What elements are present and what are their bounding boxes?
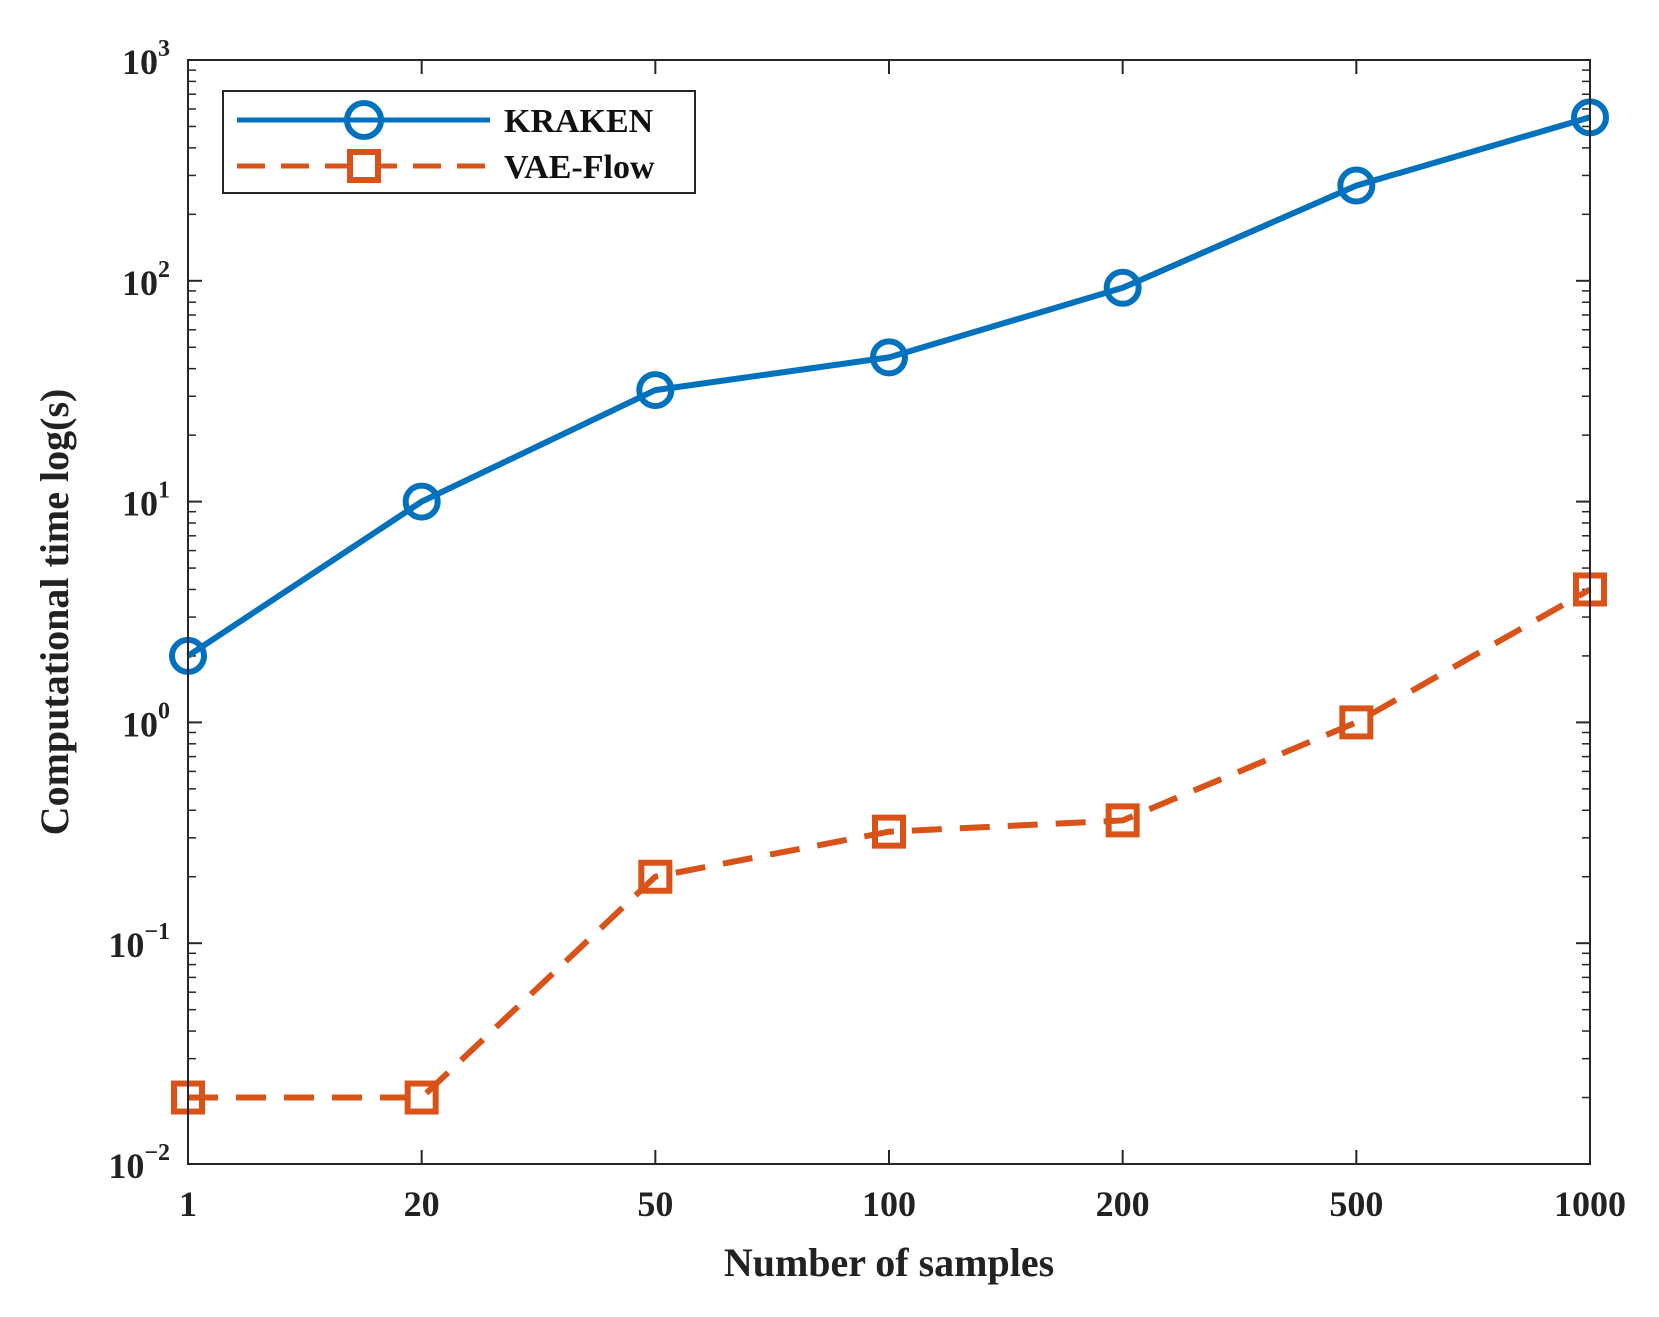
series-line-vae-flow xyxy=(188,586,1592,1101)
y-tick-exponent: 3 xyxy=(158,36,170,62)
legend-marker-kraken xyxy=(344,100,384,140)
x-tick-label: 1000 xyxy=(1554,1184,1626,1224)
legend-label-kraken: KRAKEN xyxy=(504,103,654,140)
y-tick-exponent: 0 xyxy=(158,698,170,724)
y-tick-exponent: 2 xyxy=(158,257,170,283)
x-tick-label: 50 xyxy=(637,1184,673,1224)
y-tick-exponent: −2 xyxy=(144,1140,170,1166)
data-point-kraken xyxy=(1103,268,1142,307)
y-tick-exponent: 1 xyxy=(158,478,170,504)
y-tick-label: 10−2 xyxy=(108,1140,170,1186)
legend-marker-vae-flow xyxy=(347,149,381,183)
x-tick-label: 500 xyxy=(1329,1184,1383,1224)
x-tick-labels: 1 20 50 100 200 500 1000 xyxy=(179,1184,1626,1224)
data-point-vae-flow xyxy=(872,814,906,849)
x-tick-label: 1 xyxy=(179,1184,197,1224)
x-tick-label: 100 xyxy=(862,1184,916,1224)
y-tick-label: 101 xyxy=(122,478,170,524)
y-tick-exponent: −1 xyxy=(144,919,170,945)
data-point-kraken xyxy=(870,338,908,377)
x-tick-label: 20 xyxy=(404,1184,440,1224)
data-point-kraken xyxy=(1337,166,1376,205)
data-point-vae-flow xyxy=(638,859,673,894)
data-point-vae-flow xyxy=(1105,803,1140,838)
series-lines xyxy=(186,114,1592,1101)
legend: KRAKEN VAE-Flow xyxy=(222,90,696,194)
y-axis-title: Computational time log(s) xyxy=(32,389,77,836)
data-point-vae-flow xyxy=(404,1080,439,1115)
series-line-kraken xyxy=(186,114,1591,659)
x-axis-title: Number of samples xyxy=(724,1240,1054,1285)
y-tick-label: 10−1 xyxy=(108,919,170,965)
data-point-kraken xyxy=(402,482,441,521)
y-tick-label: 102 xyxy=(122,257,170,303)
legend-label-vae-flow: VAE-Flow xyxy=(504,149,655,186)
legend-box xyxy=(222,90,696,194)
data-point-vae-flow xyxy=(1339,705,1374,740)
data-point-kraken xyxy=(636,371,675,410)
y-tick-label: 103 xyxy=(122,36,170,82)
y-tick-label: 100 xyxy=(122,698,170,744)
x-tick-label: 200 xyxy=(1096,1184,1150,1224)
plot-area-frame xyxy=(187,59,1591,1165)
